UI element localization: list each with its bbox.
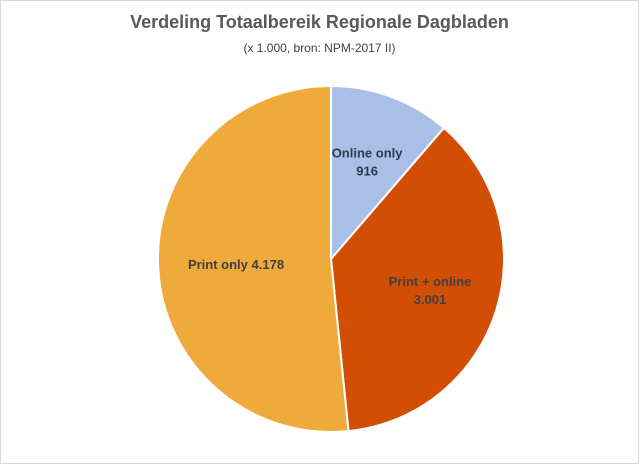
chart-title: Verdeling Totaalbereik Regionale Dagblad… <box>130 12 509 32</box>
pie-slice-print-online <box>329 126 505 433</box>
pie-slices <box>156 84 505 433</box>
data-label-print-only: Print only 4.178 <box>188 257 284 272</box>
data-label-online-only: Online only 916 <box>332 146 404 179</box>
pie-slice-online-only <box>330 84 446 262</box>
data-label-print-online: Print + online 3.001 <box>389 274 472 307</box>
pie-slice-print-only <box>156 84 350 433</box>
chart-subtitle: (x 1.000, bron: NPM-2017 II) <box>243 41 396 55</box>
pie-labels: Online only 916 Print + online 3.001 Print o… <box>188 146 471 308</box>
